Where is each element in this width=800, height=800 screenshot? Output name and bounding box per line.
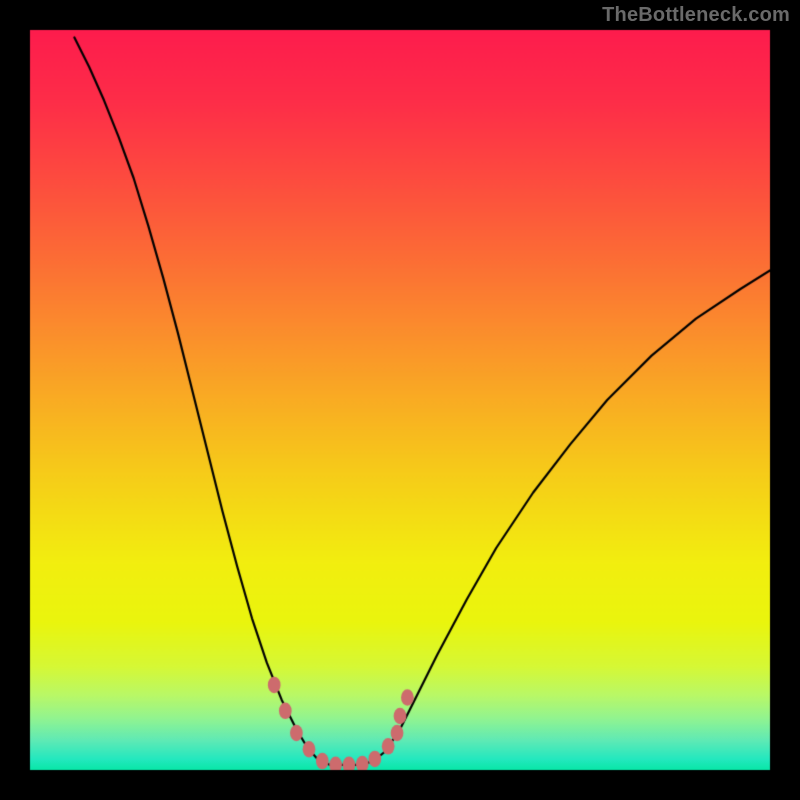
bottleneck-chart-canvas bbox=[0, 0, 800, 800]
chart-container: TheBottleneck.com bbox=[0, 0, 800, 800]
watermark-label: TheBottleneck.com bbox=[602, 4, 790, 27]
